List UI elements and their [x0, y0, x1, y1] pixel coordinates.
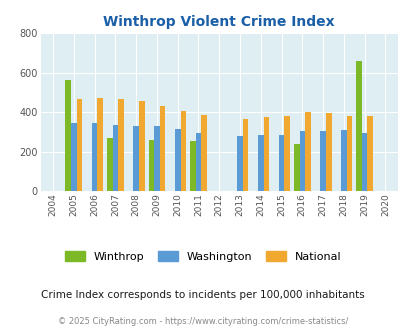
Bar — [284, 115, 289, 191]
Text: © 2025 CityRating.com - https://www.cityrating.com/crime-statistics/: © 2025 CityRating.com - https://www.city… — [58, 317, 347, 326]
Bar — [71, 123, 77, 191]
Text: Crime Index corresponds to incidents per 100,000 inhabitants: Crime Index corresponds to incidents per… — [41, 290, 364, 300]
Bar — [346, 115, 352, 191]
Bar — [293, 144, 299, 191]
Bar — [159, 107, 165, 191]
Bar — [118, 99, 124, 191]
Bar — [367, 116, 372, 191]
Bar — [201, 115, 207, 191]
Bar — [257, 135, 263, 191]
Bar — [107, 138, 112, 191]
Bar — [299, 131, 305, 191]
Bar — [97, 98, 103, 191]
Bar — [190, 141, 195, 191]
Bar — [263, 117, 269, 191]
Bar — [148, 140, 154, 191]
Bar — [305, 113, 310, 191]
Bar — [325, 113, 331, 191]
Bar — [180, 112, 185, 191]
Bar — [175, 129, 180, 191]
Bar — [320, 131, 325, 191]
Bar — [195, 133, 201, 191]
Bar — [361, 133, 367, 191]
Bar — [340, 130, 346, 191]
Bar — [77, 99, 82, 191]
Legend: Winthrop, Washington, National: Winthrop, Washington, National — [60, 247, 345, 267]
Bar — [139, 101, 144, 191]
Title: Winthrop Violent Crime Index: Winthrop Violent Crime Index — [103, 15, 334, 29]
Bar — [92, 123, 97, 191]
Bar — [154, 126, 159, 191]
Bar — [355, 61, 361, 191]
Bar — [242, 118, 248, 191]
Bar — [133, 126, 139, 191]
Bar — [237, 136, 242, 191]
Bar — [65, 80, 71, 191]
Bar — [112, 125, 118, 191]
Bar — [278, 135, 284, 191]
